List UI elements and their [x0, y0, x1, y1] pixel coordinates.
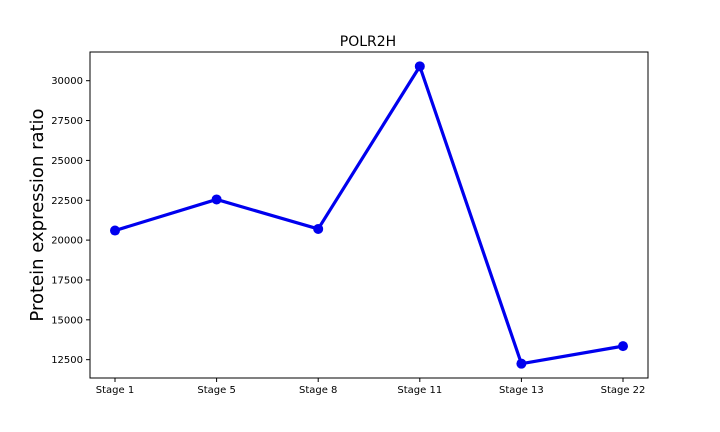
y-tick-label: 15000 — [51, 315, 83, 326]
series-line — [114, 64, 624, 366]
x-axis: Stage 1 Stage 5 Stage 8 Stage 11 Stage 13 Sta… — [96, 378, 646, 396]
y-tick-label: 25000 — [51, 156, 83, 167]
data-point — [110, 225, 120, 236]
x-tick-label: Stage 5 — [197, 385, 235, 396]
y-tick-label: 20000 — [51, 236, 83, 247]
y-tick-label: 22500 — [51, 196, 83, 207]
y-tick-label: 12500 — [51, 355, 83, 366]
x-tick-label: Stage 1 — [96, 385, 134, 396]
y-tick-label: 27500 — [51, 116, 83, 127]
series-group — [110, 61, 628, 369]
data-point — [516, 358, 527, 369]
y-tick-label: 30000 — [51, 76, 83, 87]
y-axis-label: Protein expression ratio — [27, 108, 48, 321]
y-tick-label: 17500 — [51, 275, 83, 286]
data-point — [313, 223, 324, 234]
x-tick-label: Stage 22 — [601, 385, 646, 396]
x-tick-label: Stage 8 — [299, 385, 337, 396]
chart-title: POLR2H — [340, 34, 396, 50]
y-axis: 12500 15000 17500 20000 22500 25000 27500 30000 — [51, 76, 90, 366]
x-tick-label: Stage 11 — [397, 385, 442, 396]
data-point — [211, 194, 222, 205]
plot-frame — [89, 51, 649, 379]
x-tick-label: Stage 13 — [499, 385, 544, 396]
data-point — [414, 61, 425, 72]
data-point — [618, 341, 628, 352]
